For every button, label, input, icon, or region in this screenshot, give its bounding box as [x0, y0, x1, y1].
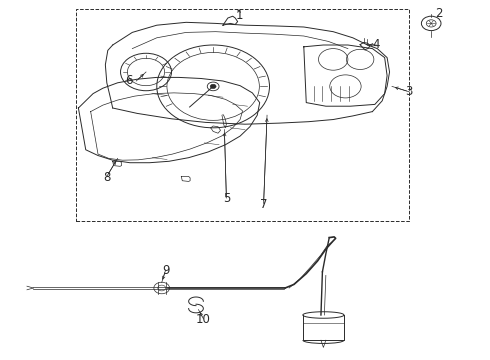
- Text: 10: 10: [196, 313, 211, 326]
- Text: 2: 2: [435, 7, 442, 20]
- Text: 6: 6: [125, 75, 133, 87]
- Text: 3: 3: [405, 85, 413, 98]
- Text: 4: 4: [372, 39, 380, 51]
- Text: 7: 7: [260, 198, 268, 211]
- Text: 1: 1: [235, 9, 243, 22]
- Text: 5: 5: [222, 192, 230, 205]
- Text: 8: 8: [103, 171, 111, 184]
- Circle shape: [207, 82, 219, 91]
- Text: 9: 9: [162, 264, 170, 277]
- Bar: [76, 9, 409, 221]
- Circle shape: [210, 84, 216, 89]
